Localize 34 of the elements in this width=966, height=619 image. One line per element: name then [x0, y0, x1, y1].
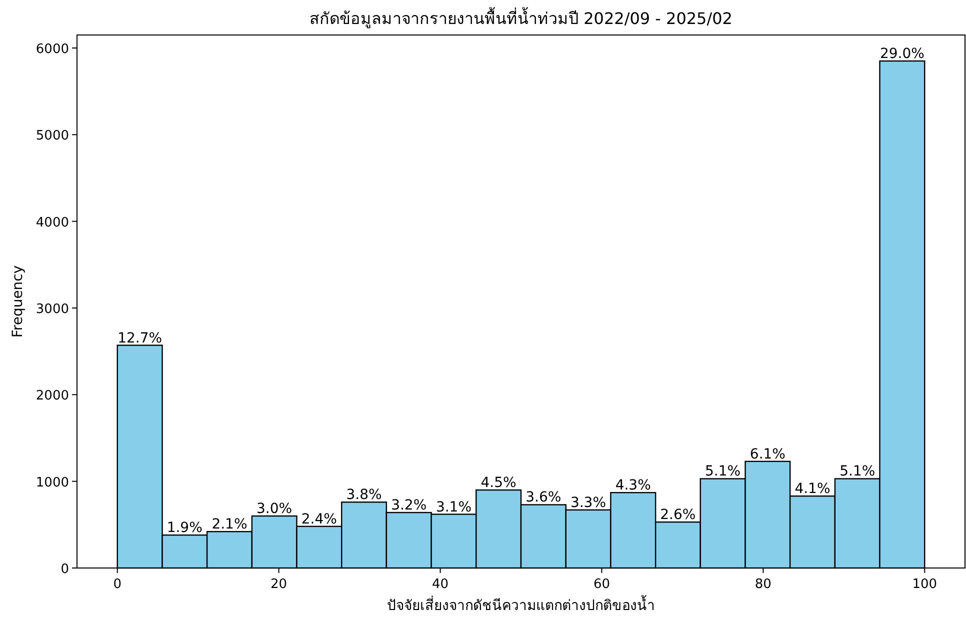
y-tick-label: 5000 [36, 128, 69, 144]
annotation: 5.1% [705, 464, 741, 480]
annotation: 2.1% [212, 516, 248, 533]
y-tick-label: 6000 [36, 42, 69, 57]
y-tick-label: 4000 [36, 215, 69, 230]
chart-title: สกัดข้อมูลมาจากรายงานพื้นที่น้ำท่วมปี 2022/09 - 2025/02 [310, 7, 732, 29]
y-tick-label: 2000 [36, 388, 69, 404]
x-tick-label: 20 [270, 577, 288, 592]
annotation: 12.7% [118, 330, 162, 346]
x-axis-title: ปัจจัยเสี่ยงจากดัชนีความแตกต่างปกติของน้ำ [387, 595, 655, 614]
annotation: 6.1% [750, 446, 786, 462]
annotation: 2.4% [301, 511, 337, 528]
annotation: 3.6% [526, 490, 562, 506]
annotation: 3.3% [570, 494, 606, 511]
annotation: 2.6% [660, 507, 696, 524]
x-tick-label: 40 [432, 577, 449, 592]
annotation: 3.1% [436, 499, 472, 516]
annotation: 3.8% [346, 487, 382, 504]
y-tick-label: 0 [60, 562, 69, 577]
y-tick-label: 1000 [36, 475, 69, 490]
x-tick-label: 100 [912, 577, 938, 592]
x-tick-label: 0 [113, 577, 122, 592]
annotation: 1.9% [166, 520, 202, 536]
x-tick-label: 80 [754, 577, 772, 592]
y-tick-label: 3000 [36, 302, 69, 317]
y-axis-title: Frequency [10, 265, 26, 338]
annotation: 4.5% [480, 475, 516, 491]
annotation: 3.0% [256, 501, 292, 517]
annotation: 4.1% [794, 481, 830, 498]
x-tick-label: 60 [593, 577, 610, 592]
annotation: 3.2% [391, 498, 427, 514]
annotation: 4.3% [615, 478, 651, 494]
annotation: 29.0% [880, 46, 924, 62]
annotation: 5.1% [840, 464, 876, 480]
